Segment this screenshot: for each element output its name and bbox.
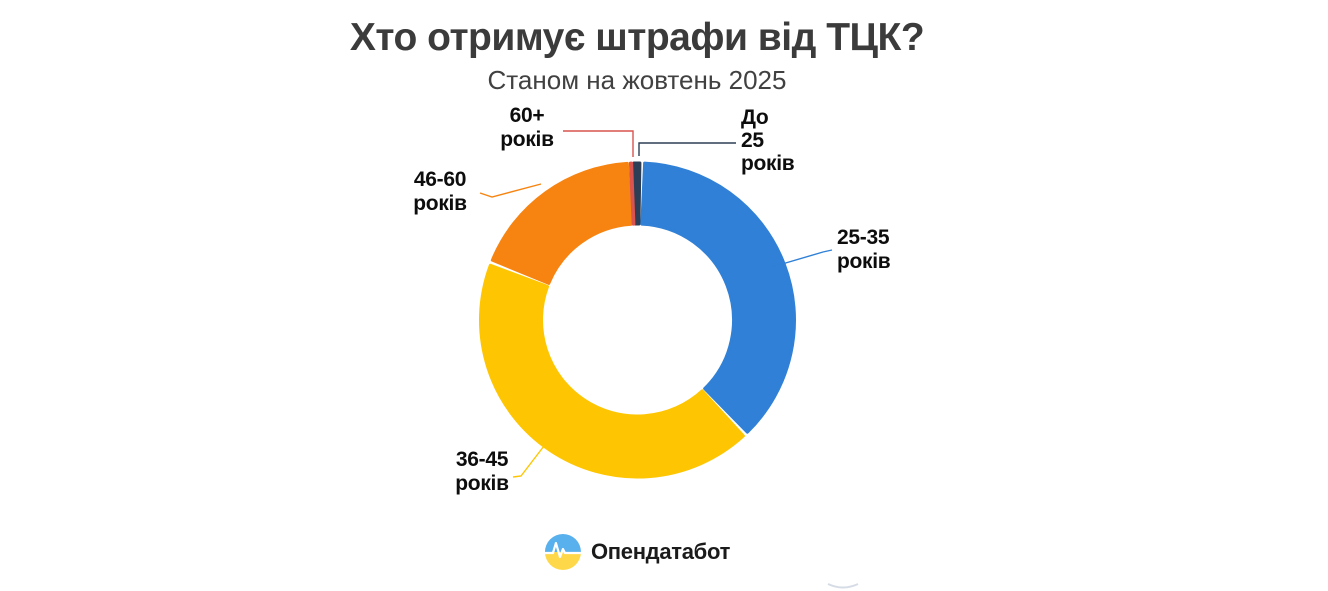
chart-subtitle: Станом на жовтень 2025 xyxy=(487,65,787,95)
bottom-artifact xyxy=(827,583,859,589)
opendatabot-logo-icon xyxy=(544,534,581,570)
leader-line-46-60 xyxy=(479,183,542,198)
label-46-60: 46-60 років xyxy=(380,168,500,216)
donut-segment-3[interactable] xyxy=(490,161,633,285)
label-25-35-line1: 25-35 xyxy=(837,226,890,249)
label-under25-line3: років xyxy=(741,152,795,175)
label-36-45-line2: років xyxy=(455,472,509,495)
label-36-45: 36-45 років xyxy=(422,448,542,496)
donut-segments xyxy=(479,161,797,479)
label-under25-line2: 25 xyxy=(741,129,764,152)
label-25-35: 25-35 років xyxy=(837,226,891,274)
leader-line-60plus xyxy=(563,130,634,157)
donut-segment-2[interactable] xyxy=(479,263,745,479)
label-25-35-line2: років xyxy=(837,250,891,273)
brand-footer: Опендатабот xyxy=(544,533,730,571)
donut-segment-4[interactable] xyxy=(628,161,636,226)
label-60plus-line2: років xyxy=(500,128,554,151)
label-46-60-line2: років xyxy=(413,192,467,215)
donut-segment-1[interactable] xyxy=(640,161,797,434)
chart-title: Хто отримує штрафи від ТЦК? xyxy=(349,16,925,59)
leader-line-36-45 xyxy=(512,445,545,478)
label-under25-line1: До xyxy=(741,106,769,129)
label-60plus: 60+ років xyxy=(467,104,587,152)
leader-line-25-35 xyxy=(771,249,833,268)
label-60plus-line1: 60+ xyxy=(509,104,545,127)
label-46-60-line1: 46-60 xyxy=(413,168,467,191)
donut-segment-0[interactable] xyxy=(632,161,642,226)
label-36-45-line1: 36-45 xyxy=(455,448,509,471)
brand-name: Опендатабот xyxy=(590,539,731,564)
leader-line-under25 xyxy=(638,142,736,156)
label-under25: До 25 років xyxy=(741,106,795,175)
